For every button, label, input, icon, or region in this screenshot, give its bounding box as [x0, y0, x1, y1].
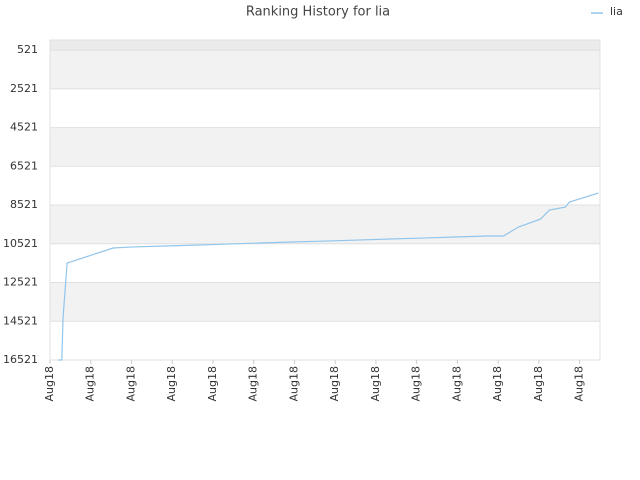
data-line [58, 192, 599, 361]
y-tick-label: 2521 [10, 82, 38, 95]
plot-band [50, 50, 600, 89]
x-tick-label: Aug18 [84, 366, 97, 401]
x-tick-label: Aug18 [369, 366, 382, 401]
x-tick-label: Aug18 [410, 366, 423, 401]
x-tick-label: Aug18 [287, 366, 300, 401]
plot-band [50, 127, 600, 167]
plot-band [50, 40, 600, 51]
y-tick-label: 521 [17, 43, 38, 56]
y-tick-label: 12521 [3, 276, 38, 289]
x-tick-label: Aug18 [491, 366, 504, 401]
x-tick-label: Aug18 [165, 366, 178, 401]
plot-band [50, 282, 600, 322]
x-tick-label: Aug18 [124, 366, 137, 401]
x-tick-label: Aug18 [573, 366, 586, 401]
y-tick-label: 16521 [3, 353, 38, 366]
chart-title: Ranking History for lia [246, 5, 390, 20]
plot-band [50, 205, 600, 244]
legend-label: lia [610, 5, 623, 18]
x-tick-label: Aug18 [206, 366, 219, 401]
x-tick-label: Aug18 [247, 366, 260, 401]
plot-border [49, 39, 601, 361]
x-tick-label: Aug18 [450, 366, 463, 401]
x-tick-label: Aug18 [43, 366, 56, 401]
y-tick-label: 10521 [3, 237, 38, 250]
y-tick-label: 14521 [3, 314, 38, 327]
x-tick-label: Aug18 [328, 366, 341, 401]
y-tick-label: 8521 [10, 198, 38, 211]
y-tick-label: 6521 [10, 159, 38, 172]
y-tick-label: 4521 [10, 121, 38, 134]
x-tick-label: Aug18 [532, 366, 545, 401]
